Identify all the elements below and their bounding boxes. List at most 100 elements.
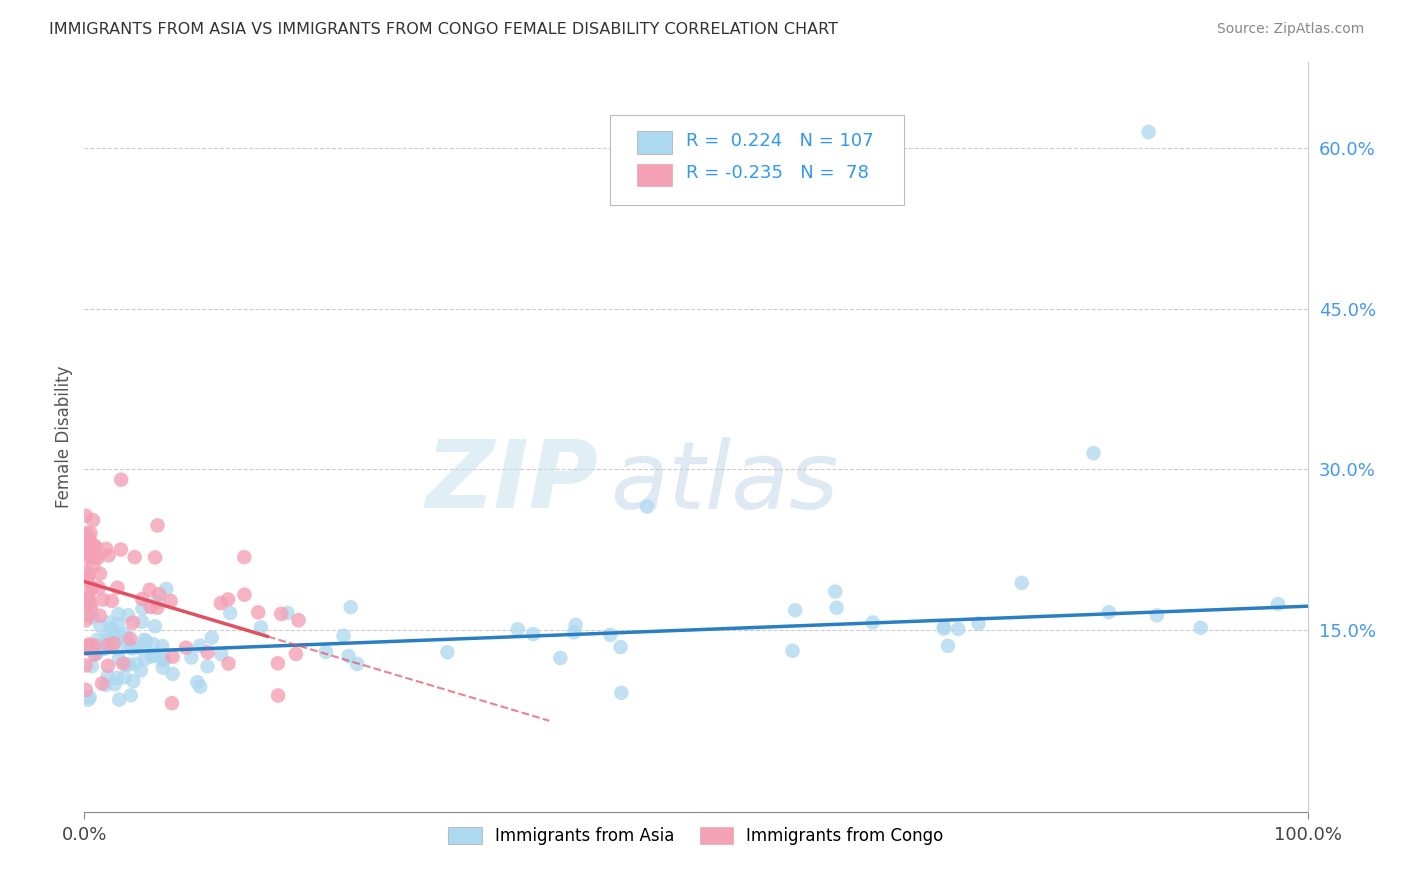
Immigrants from Asia	[86, 647, 108, 661]
Y-axis label: Female Disability: Female Disability	[55, 366, 73, 508]
Immigrants from Asia	[108, 630, 131, 644]
Immigrants from Asia	[97, 669, 120, 683]
Immigrants from Congo	[79, 638, 101, 652]
Immigrants from Asia	[94, 641, 117, 656]
Immigrants from Congo	[77, 638, 100, 652]
Immigrants from Asia	[599, 628, 621, 642]
Immigrants from Congo	[267, 657, 290, 671]
Immigrants from Congo	[75, 508, 97, 523]
Immigrants from Asia	[107, 607, 129, 621]
Immigrants from Asia	[522, 627, 544, 641]
Immigrants from Asia	[96, 628, 118, 642]
Immigrants from Asia	[564, 618, 586, 632]
Immigrants from Congo	[94, 541, 117, 556]
Immigrants from Asia	[84, 645, 107, 659]
Immigrants from Asia	[636, 500, 658, 514]
Immigrants from Congo	[77, 591, 100, 606]
Immigrants from Congo	[76, 608, 98, 623]
Immigrants from Asia	[562, 625, 585, 640]
Immigrants from Asia	[122, 674, 145, 689]
Immigrants from Congo	[79, 526, 101, 541]
Legend: Immigrants from Asia, Immigrants from Congo: Immigrants from Asia, Immigrants from Co…	[441, 821, 950, 852]
Immigrants from Asia	[134, 652, 156, 666]
Immigrants from Congo	[87, 581, 110, 595]
Immigrants from Asia	[129, 664, 152, 678]
Immigrants from Asia	[108, 651, 131, 665]
Immigrants from Asia	[1146, 608, 1168, 623]
Immigrants from Asia	[186, 675, 208, 690]
Immigrants from Asia	[131, 601, 153, 615]
Immigrants from Asia	[114, 670, 136, 684]
Immigrants from Congo	[91, 676, 114, 690]
Immigrants from Congo	[120, 831, 142, 846]
Immigrants from Asia	[155, 582, 177, 596]
Immigrants from Asia	[107, 642, 129, 657]
Immigrants from Congo	[217, 592, 239, 607]
Immigrants from Asia	[90, 641, 112, 656]
Immigrants from Congo	[148, 587, 170, 601]
Immigrants from Congo	[247, 606, 270, 620]
Immigrants from Congo	[97, 638, 120, 652]
Immigrants from Congo	[84, 540, 107, 554]
Immigrants from Congo	[209, 596, 232, 610]
Immigrants from Asia	[219, 606, 242, 620]
Immigrants from Congo	[131, 591, 153, 606]
Immigrants from Asia	[107, 617, 129, 632]
Text: atlas: atlas	[610, 436, 838, 527]
FancyBboxPatch shape	[637, 131, 672, 153]
Immigrants from Congo	[83, 550, 105, 565]
Immigrants from Asia	[180, 650, 202, 665]
Immigrants from Asia	[332, 629, 354, 643]
Immigrants from Asia	[121, 641, 143, 656]
Immigrants from Asia	[153, 652, 176, 666]
Immigrants from Asia	[101, 621, 124, 635]
Immigrants from Congo	[80, 599, 103, 614]
Immigrants from Congo	[121, 615, 143, 630]
Immigrants from Asia	[89, 639, 111, 653]
Immigrants from Congo	[146, 600, 169, 615]
Immigrants from Asia	[932, 620, 955, 634]
Immigrants from Asia	[118, 657, 141, 672]
Immigrants from Asia	[91, 638, 114, 652]
Immigrants from Congo	[82, 538, 104, 552]
Immigrants from Congo	[91, 592, 114, 607]
Immigrants from Congo	[218, 657, 240, 671]
Immigrants from Asia	[1083, 446, 1105, 460]
FancyBboxPatch shape	[610, 115, 904, 205]
Immigrants from Asia	[115, 657, 138, 672]
Immigrants from Asia	[94, 678, 117, 692]
Immigrants from Asia	[115, 632, 138, 647]
Immigrants from Asia	[80, 659, 103, 673]
Immigrants from Congo	[110, 473, 132, 487]
Immigrants from Congo	[83, 648, 105, 662]
Immigrants from Asia	[77, 692, 100, 706]
Immigrants from Asia	[79, 690, 101, 705]
Immigrants from Congo	[80, 542, 103, 557]
Immigrants from Asia	[188, 680, 211, 694]
Immigrants from Asia	[209, 648, 232, 662]
Immigrants from Congo	[82, 543, 104, 558]
Immigrants from Congo	[139, 599, 162, 614]
Immigrants from Congo	[97, 658, 120, 673]
Immigrants from Asia	[114, 627, 136, 641]
Immigrants from Asia	[932, 622, 955, 636]
Immigrants from Asia	[120, 640, 142, 655]
Immigrants from Congo	[146, 518, 169, 533]
Immigrants from Congo	[124, 550, 146, 565]
Immigrants from Asia	[134, 638, 156, 652]
Immigrants from Congo	[270, 607, 292, 621]
Immigrants from Congo	[76, 641, 98, 656]
Text: Source: ZipAtlas.com: Source: ZipAtlas.com	[1216, 22, 1364, 37]
Immigrants from Asia	[785, 603, 807, 617]
Text: R = -0.235   N =  78: R = -0.235 N = 78	[686, 164, 869, 182]
Immigrants from Asia	[105, 632, 128, 646]
Immigrants from Asia	[436, 645, 458, 659]
Immigrants from Asia	[152, 653, 174, 667]
Immigrants from Asia	[250, 620, 273, 634]
Immigrants from Congo	[83, 558, 105, 573]
Immigrants from Congo	[77, 550, 100, 565]
Immigrants from Congo	[76, 574, 98, 588]
Immigrants from Asia	[862, 615, 884, 630]
Immigrants from Congo	[287, 613, 309, 627]
Immigrants from Asia	[97, 633, 120, 648]
